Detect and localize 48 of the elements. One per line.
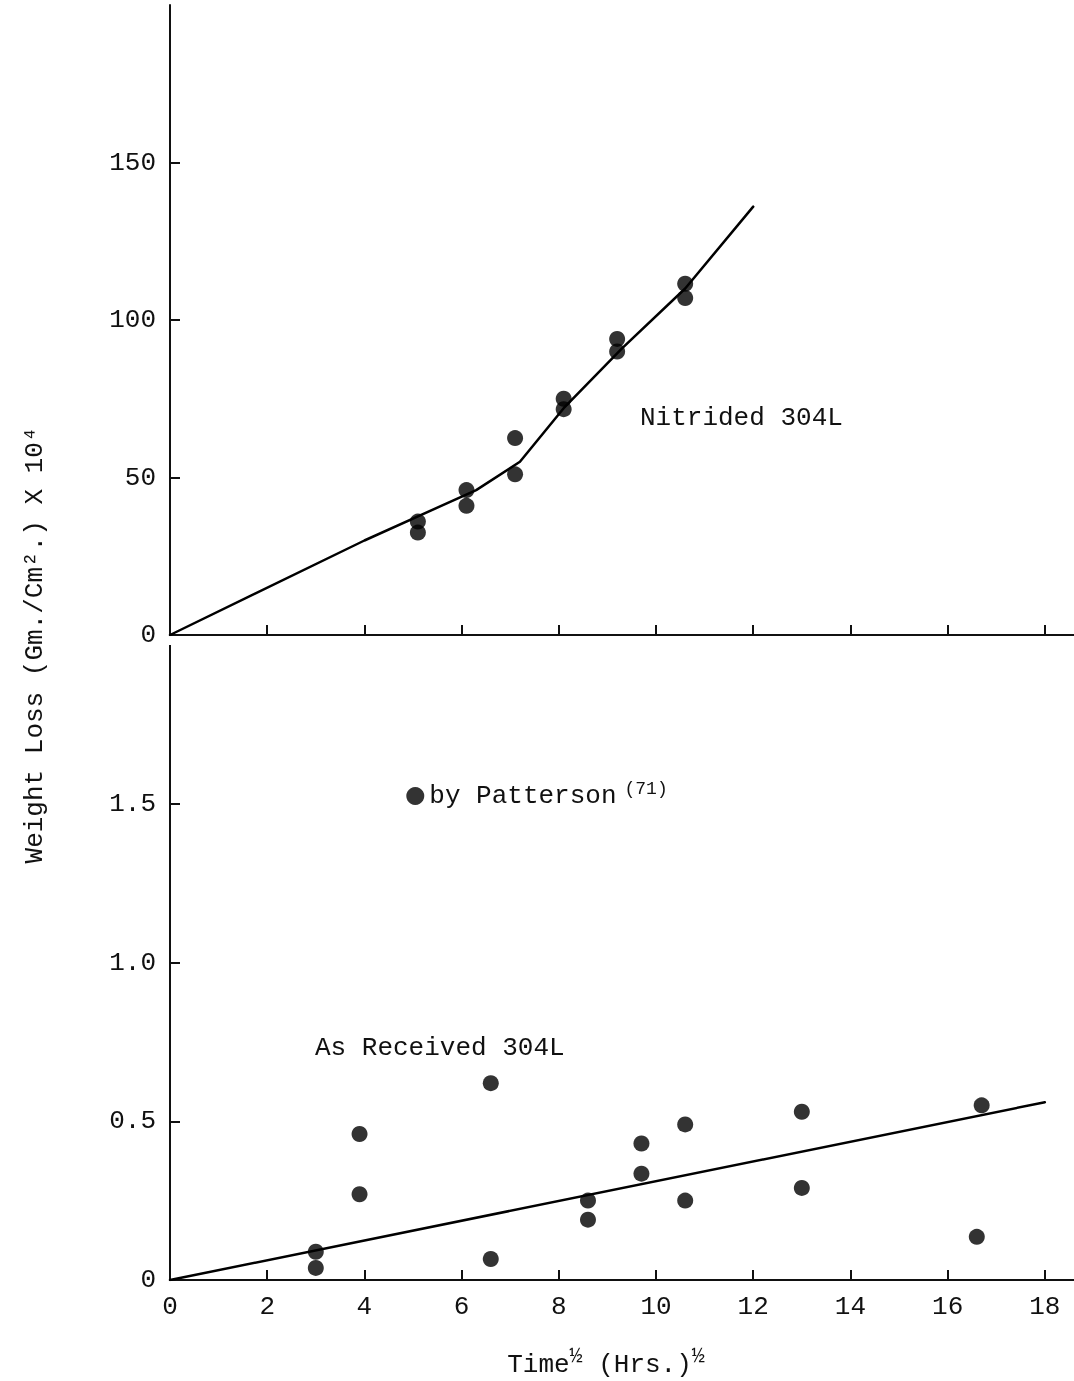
x-tick-label: 2 [259,1292,276,1322]
point [633,1135,650,1152]
point [793,1103,810,1120]
y-axis-title: Weight Loss (Gm./Cm².) X 10⁴ [20,426,50,864]
y-tick-label: 0 [140,1265,156,1295]
point [307,1243,324,1260]
point [677,1116,694,1133]
y-tick-label: 150 [109,147,156,178]
point [409,524,426,541]
point [351,1186,368,1203]
point [579,1211,596,1228]
x-tick-label: 18 [1029,1292,1061,1322]
annotation: Nitrided 304L [640,403,843,433]
x-tick-label: 10 [640,1292,672,1322]
point [677,1192,694,1209]
x-tick-label: 12 [737,1292,769,1322]
point [677,275,694,292]
point [633,1165,650,1182]
point [507,430,524,447]
point [677,289,694,306]
x-tick-label: 0 [162,1292,178,1322]
x-tick-label: 4 [356,1292,373,1322]
point [507,466,524,483]
y-tick-label: 0 [140,620,156,650]
point [968,1228,985,1245]
y-tick-label: 1.0 [109,947,156,978]
x-tick-label: 6 [453,1292,470,1322]
x-tick-label: 16 [932,1292,964,1322]
x-tick-label: 14 [834,1292,867,1322]
point [973,1097,990,1114]
y-tick-label: 100 [109,305,156,335]
point [307,1259,324,1276]
point [555,401,572,418]
point [458,482,475,499]
point [482,1075,499,1092]
point [482,1251,499,1268]
y-tick-label: 1.5 [109,788,156,819]
annotation: As Received 304L [315,1033,565,1063]
point [579,1192,596,1209]
point [609,343,626,360]
y-tick-label: 0.5 [109,1106,156,1137]
point [458,497,475,514]
x-tick-label: 8 [551,1292,567,1322]
point [793,1179,810,1196]
x-axis-title: Time$^{½}$ (Hrs.)$^{½}$ [507,1344,705,1380]
point [351,1125,368,1142]
legend-label: by Patterson(71) [429,779,668,811]
y-tick-label: 50 [124,462,156,493]
